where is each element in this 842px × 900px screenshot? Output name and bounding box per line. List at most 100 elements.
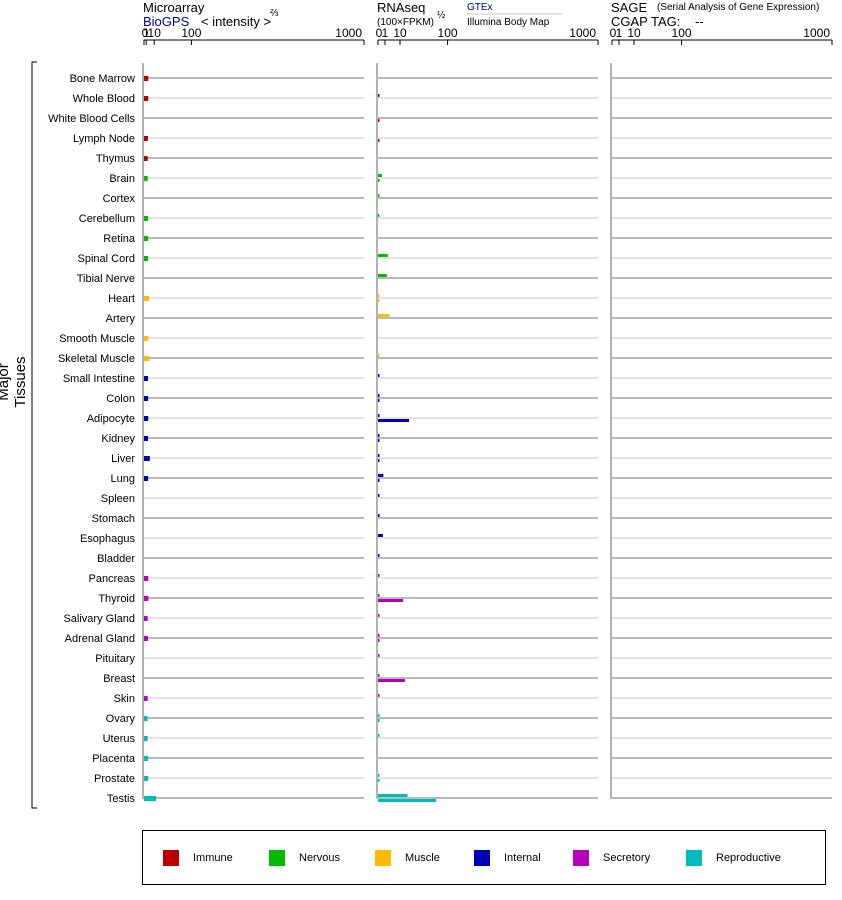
rnaseq-bodymap-bar [378,439,380,442]
legend-label-internal: Internal [504,852,541,864]
microarray-bar [144,576,149,581]
x-tick-label-2-1: 1 [616,26,623,40]
sage-description: (Serial Analysis of Gene Expression) [657,2,820,13]
legend-swatch-reproductive [686,850,702,866]
legend-swatch-muscle [375,850,391,866]
rnaseq-gtex-bar [378,594,380,597]
tissue-label: Adrenal Gland [65,633,135,645]
legend-label-nervous: Nervous [299,852,340,864]
rnaseq-gtex-bar [378,214,380,217]
rnaseq-bodymap-bar [378,719,380,722]
tissue-label: Tibial Nerve [77,273,135,285]
legend-item-immune: Immune [163,849,233,867]
rnaseq-bodymap-bar [378,599,404,602]
tissue-label: White Blood Cells [48,113,135,125]
microarray-bar [144,476,149,481]
x-tick-label-1-1: 1 [382,26,389,40]
tissue-label: Uterus [103,733,136,745]
rnaseq-gtex-bar [378,174,382,177]
microarray-bar [144,236,149,241]
legend-item-secretory: Secretory [573,849,650,867]
rnaseq-title: RNAseq [377,0,426,15]
microarray-bar [144,216,149,221]
microarray-bar [144,736,148,741]
rnaseq-gtex-bar [378,514,380,517]
legend-item-muscle: Muscle [375,849,440,867]
tissue-label: Salivary Gland [63,613,135,625]
microarray-bar [144,776,149,781]
rnaseq-bodymap-bar [378,179,380,182]
x-tick-label-0-100: 100 [181,26,201,40]
microarray-bar [144,636,148,641]
tissue-label: Spinal Cord [78,253,135,265]
rnaseq-bodymap-bar [378,419,410,422]
cgap-value: -- [695,14,704,29]
tissue-bracket [31,61,37,809]
legend-swatch-secretory [573,850,589,866]
rnaseq-gtex-bar [378,274,387,277]
rnaseq-bodymap-bar [378,679,405,682]
tissue-label: Adipocyte [87,413,135,425]
microarray-bar [144,436,149,441]
x-tick-label-0-1000: 1000 [335,26,362,40]
rnaseq-gtex-bar [378,374,380,377]
rnaseq-gtex-bar [378,554,380,557]
microarray-exponent: ⅔ [270,8,279,19]
rnaseq-bodymap-bar [378,399,380,402]
legend-label-immune: Immune [193,852,233,864]
tissue-label: Brain [109,173,135,185]
rnaseq-gtex-bar [378,414,380,417]
rnaseq-bodymap-bar [378,459,380,462]
rnaseq-gtex-bar [378,254,388,257]
microarray-bar [144,296,150,301]
tissue-label: Testis [107,793,136,805]
tissue-label: Skeletal Muscle [58,353,135,365]
gtex-link[interactable]: GTEx [467,2,493,13]
rnaseq-bodymap-bar [378,479,380,482]
tissue-label: Cerebellum [79,213,135,225]
biogps-link[interactable]: BioGPS [143,14,190,29]
legend-swatch-immune [163,850,179,866]
legend-item-internal: Internal [474,849,541,867]
rnaseq-gtex-bar [378,574,380,577]
legend-item-nervous: Nervous [269,849,340,867]
microarray-bar [144,456,150,461]
microarray-bar [144,396,149,401]
tissue-label: Pancreas [89,573,136,585]
tissue-label: Kidney [101,433,135,445]
microarray-bar [144,796,157,801]
tissue-label: Heart [108,293,135,305]
tissue-label: Bone Marrow [70,73,135,85]
rnaseq-gtex-bar [378,354,380,357]
microarray-bar [144,176,148,181]
legend-swatch-internal [474,850,490,866]
rnaseq-bodymap-bar [378,119,380,122]
microarray-units: < intensity > [201,14,272,29]
microarray-bar [144,96,149,101]
tissue-label: Whole Blood [73,93,135,105]
microarray-bar [144,716,148,721]
rnaseq-gtex-bar [378,614,380,617]
tissue-label: Pituitary [95,653,135,665]
rnaseq-gtex-bar [378,454,380,457]
microarray-bar [144,256,149,261]
microarray-bar [144,336,149,341]
rnaseq-gtex-bar [378,94,380,97]
tissue-label: Artery [106,313,136,325]
rnaseq-gtex-bar [378,194,380,197]
legend-swatch-nervous [269,850,285,866]
microarray-bar [144,696,148,701]
tissue-label: Lymph Node [73,133,135,145]
rnaseq-bodymap-bar [378,779,380,782]
rnaseq-gtex-bar [378,714,380,717]
rnaseq-gtex-bar [378,534,383,537]
tissue-label: Colon [106,393,135,405]
rnaseq-gtex-bar [378,794,408,797]
tissue-label: Smooth Muscle [59,333,135,345]
x-tick-label-2-10: 10 [627,26,641,40]
x-tick-label-2-0: 0 [610,26,617,40]
legend-label-muscle: Muscle [405,852,440,864]
tissue-label: Skin [114,693,135,705]
x-tick-label-1-0: 0 [376,26,383,40]
